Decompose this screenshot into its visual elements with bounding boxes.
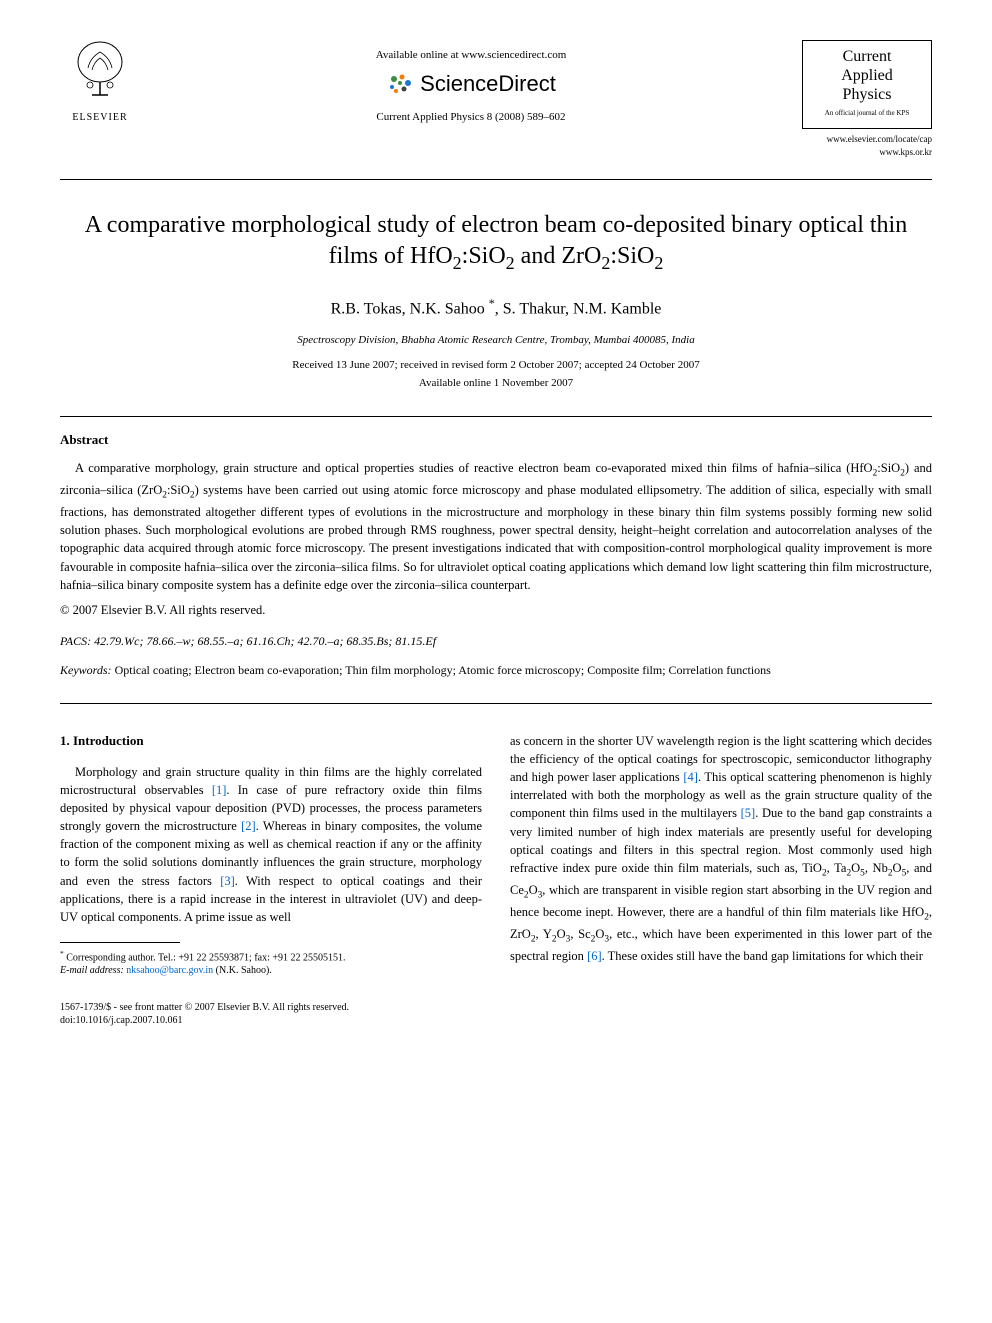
copyright-line: © 2007 Elsevier B.V. All rights reserved… xyxy=(60,602,932,620)
body-columns: 1. Introduction Morphology and grain str… xyxy=(60,732,932,977)
sciencedirect-logo: ScienceDirect xyxy=(140,69,802,100)
page-footer: 1567-1739/$ - see front matter © 2007 El… xyxy=(60,1001,932,1027)
abstract-heading: Abstract xyxy=(60,431,932,449)
footnote-rule xyxy=(60,942,180,943)
footnote-line2: E-mail address: nksahoo@barc.gov.in (N.K… xyxy=(60,964,482,977)
intro-col2: as concern in the shorter UV wavelength … xyxy=(510,732,932,965)
journal-url-2[interactable]: www.kps.or.kr xyxy=(802,146,932,159)
abstract-bottom-rule xyxy=(60,703,932,704)
corresponding-author-footnote: * Corresponding author. Tel.: +91 22 255… xyxy=(60,949,482,977)
available-date: Available online 1 November 2007 xyxy=(60,376,932,391)
pacs-codes: 42.79.Wc; 78.66.–w; 68.55.–a; 61.16.Ch; … xyxy=(94,634,436,648)
affiliation: Spectroscopy Division, Bhabha Atomic Res… xyxy=(60,333,932,348)
header-rule xyxy=(60,179,932,180)
journal-title: Current Applied Physics xyxy=(809,47,925,105)
authors: R.B. Tokas, N.K. Sahoo *, S. Thakur, N.M… xyxy=(60,295,932,321)
introduction-heading: 1. Introduction xyxy=(60,732,482,751)
journal-box: Current Applied Physics An official jour… xyxy=(802,40,932,129)
sciencedirect-text: ScienceDirect xyxy=(420,69,556,100)
elsevier-logo: ELSEVIER xyxy=(60,40,140,125)
elsevier-label: ELSEVIER xyxy=(60,111,140,125)
pacs-label: PACS: xyxy=(60,634,91,648)
keywords-label: Keywords: xyxy=(60,663,112,677)
abstract-body: A comparative morphology, grain structur… xyxy=(60,459,932,594)
keywords-text: Optical coating; Electron beam co-evapor… xyxy=(115,663,771,677)
keywords-line: Keywords: Optical coating; Electron beam… xyxy=(60,662,932,679)
journal-urls: www.elsevier.com/locate/cap www.kps.or.k… xyxy=(802,133,932,158)
received-dates: Received 13 June 2007; received in revis… xyxy=(60,358,932,373)
journal-box-container: Current Applied Physics An official jour… xyxy=(802,40,932,159)
sciencedirect-icon xyxy=(386,71,414,99)
center-header: Available online at www.sciencedirect.co… xyxy=(140,40,802,126)
abstract-top-rule xyxy=(60,416,932,417)
journal-title-line1: Current xyxy=(809,47,925,66)
journal-subtitle: An official journal of the KPS xyxy=(809,109,925,119)
page-header: ELSEVIER Available online at www.science… xyxy=(60,40,932,159)
available-online-text: Available online at www.sciencedirect.co… xyxy=(140,48,802,63)
journal-url-1[interactable]: www.elsevier.com/locate/cap xyxy=(802,133,932,146)
article-title: A comparative morphological study of ele… xyxy=(60,210,932,275)
elsevier-tree-icon xyxy=(70,40,130,100)
journal-title-line3: Physics xyxy=(809,85,925,104)
intro-col1: Morphology and grain structure quality i… xyxy=(60,763,482,926)
journal-title-line2: Applied xyxy=(809,66,925,85)
pacs-line: PACS: 42.79.Wc; 78.66.–w; 68.55.–a; 61.1… xyxy=(60,633,932,650)
footer-doi: doi:10.1016/j.cap.2007.10.061 xyxy=(60,1014,932,1027)
journal-reference: Current Applied Physics 8 (2008) 589–602 xyxy=(140,110,802,125)
footer-copyright: 1567-1739/$ - see front matter © 2007 El… xyxy=(60,1001,932,1014)
footnote-line1: * Corresponding author. Tel.: +91 22 255… xyxy=(60,949,482,964)
abstract-paragraph: A comparative morphology, grain structur… xyxy=(60,459,932,594)
